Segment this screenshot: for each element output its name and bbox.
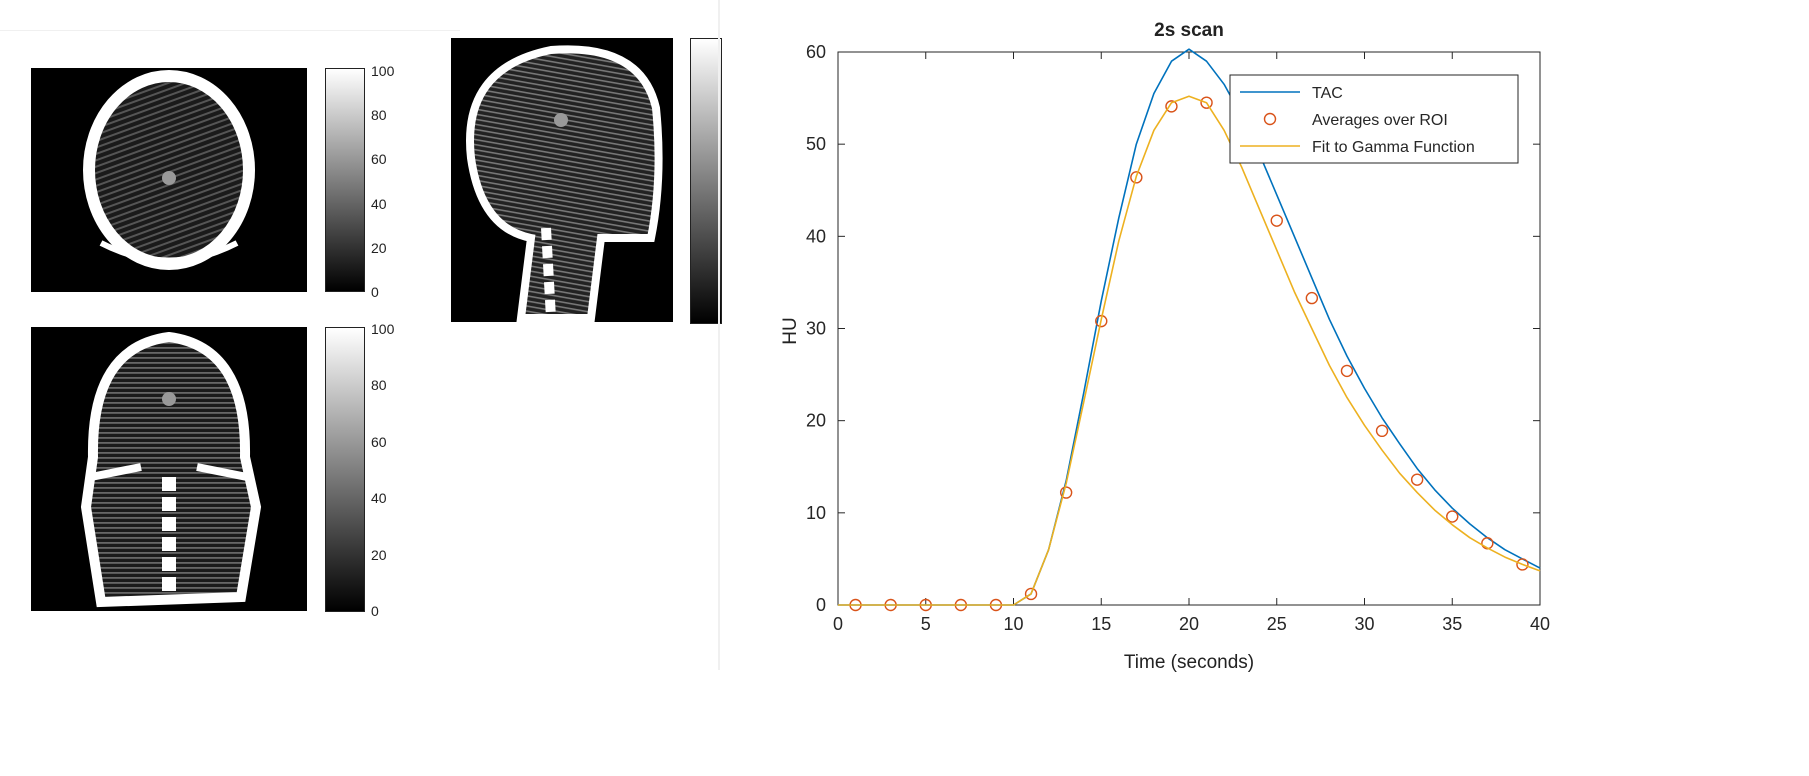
axial-colorbar-tick-40: 40 bbox=[371, 196, 387, 212]
coronal-colorbar bbox=[325, 327, 365, 612]
panel-divider-top bbox=[0, 30, 460, 31]
axial-colorbar bbox=[325, 68, 365, 292]
y-tick-label: 20 bbox=[806, 411, 826, 431]
x-tick-label: 35 bbox=[1442, 614, 1462, 634]
roi-average-point bbox=[1059, 486, 1073, 499]
roi-average-point bbox=[1270, 214, 1283, 227]
roi-average-point bbox=[1095, 314, 1108, 328]
axial-colorbar-tick-80: 80 bbox=[371, 107, 387, 123]
roi-average-point bbox=[1375, 424, 1389, 438]
x-tick-label: 20 bbox=[1179, 614, 1199, 634]
coronal-colorbar-tick-80: 80 bbox=[371, 377, 387, 393]
y-tick-label: 50 bbox=[806, 134, 826, 154]
y-axis-label: HU bbox=[780, 317, 801, 344]
y-tick-label: 40 bbox=[806, 226, 826, 246]
x-tick-label: 25 bbox=[1267, 614, 1287, 634]
roi-average-point bbox=[1165, 100, 1178, 113]
x-tick-label: 0 bbox=[833, 614, 843, 634]
legend-box bbox=[1229, 74, 1519, 164]
legend-swatch-marker bbox=[1263, 112, 1277, 126]
coronal-colorbar-tick-60: 60 bbox=[371, 434, 387, 450]
legend-entry-label: Averages over ROI bbox=[1312, 112, 1448, 129]
axial-scan-image bbox=[31, 68, 307, 292]
x-tick-label: 5 bbox=[921, 614, 931, 634]
roi-average-point bbox=[1305, 291, 1319, 305]
axial-colorbar-tick-0: 0 bbox=[371, 284, 379, 300]
chart-title: 2s scan bbox=[1154, 20, 1224, 41]
coronal-colorbar-tick-0: 0 bbox=[371, 603, 379, 619]
y-tick-label: 0 bbox=[816, 595, 826, 615]
coronal-scan-image bbox=[31, 327, 307, 611]
y-tick-label: 30 bbox=[806, 319, 826, 339]
legend-entry-label: Fit to Gamma Function bbox=[1312, 139, 1475, 156]
roi-average-point bbox=[1200, 96, 1213, 109]
panel-divider bbox=[718, 0, 720, 670]
roi-average-point bbox=[1340, 364, 1354, 378]
roi-average-point bbox=[1446, 510, 1459, 523]
x-axis-label: Time (seconds) bbox=[1124, 652, 1254, 673]
series-line-2 bbox=[838, 95, 1541, 606]
axial-colorbar-tick-20: 20 bbox=[371, 240, 387, 256]
roi-average-point bbox=[1130, 171, 1143, 184]
scan-images-panel: 100 80 60 40 20 0 100 80 60 40 20 0 bbox=[0, 0, 722, 670]
legend: TAC Averages over ROI Fit to Gamma Functio… bbox=[1229, 74, 1519, 164]
roi-average-point bbox=[1024, 587, 1038, 601]
y-tick-label: 60 bbox=[806, 42, 826, 62]
x-tick-label: 30 bbox=[1354, 614, 1374, 634]
coronal-colorbar-tick-40: 40 bbox=[371, 490, 387, 506]
legend-entry-label: TAC bbox=[1312, 85, 1343, 102]
roi-average-point bbox=[1516, 558, 1529, 571]
sagittal-scan-image bbox=[451, 38, 673, 322]
coronal-head-drawing bbox=[80, 331, 262, 608]
x-tick-label: 10 bbox=[1003, 614, 1023, 634]
roi-average-point bbox=[1410, 473, 1424, 486]
series-line-0 bbox=[838, 48, 1541, 606]
axial-head-drawing bbox=[83, 70, 255, 270]
x-tick-label: 15 bbox=[1091, 614, 1111, 634]
coronal-colorbar-tick-100: 100 bbox=[371, 321, 395, 337]
axial-colorbar-tick-60: 60 bbox=[371, 151, 387, 167]
x-tick-label: 40 bbox=[1530, 614, 1550, 634]
y-tick-label: 10 bbox=[806, 503, 826, 523]
axial-colorbar-tick-100: 100 bbox=[371, 63, 395, 79]
plot-area: 0 5 10 15 20 25 30 35 40 0 10 20 30 40 50 60 bbox=[806, 42, 1550, 634]
coronal-colorbar-tick-20: 20 bbox=[371, 547, 387, 563]
sagittal-head-drawing bbox=[466, 45, 663, 322]
sagittal-colorbar bbox=[690, 38, 722, 324]
